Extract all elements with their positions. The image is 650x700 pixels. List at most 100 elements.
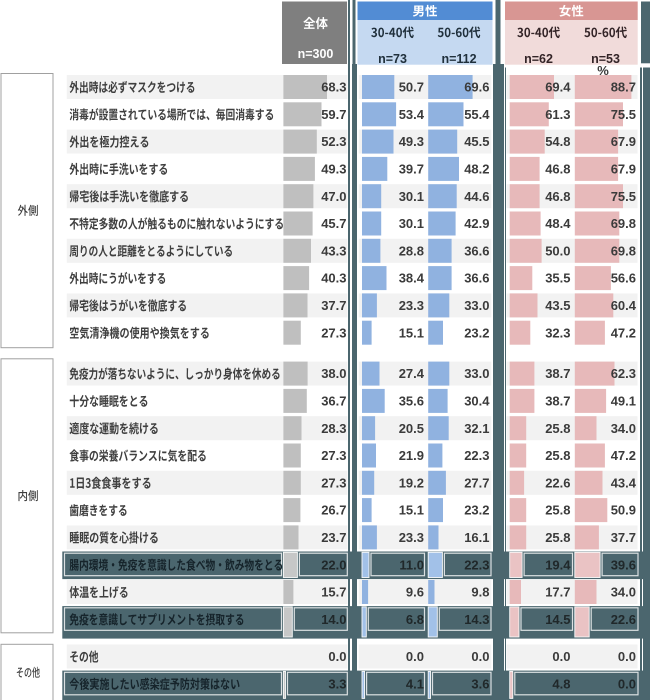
svg-text:0.0: 0.0 (618, 649, 636, 664)
svg-text:55.4: 55.4 (464, 107, 490, 122)
svg-text:6.8: 6.8 (406, 612, 424, 627)
svg-text:42.9: 42.9 (464, 216, 489, 231)
svg-text:n=62: n=62 (524, 52, 553, 66)
svg-text:36.6: 36.6 (464, 271, 489, 286)
svg-text:25.8: 25.8 (545, 421, 570, 436)
svg-text:50.0: 50.0 (545, 243, 570, 258)
svg-text:49.3: 49.3 (399, 134, 424, 149)
svg-text:40.3: 40.3 (321, 271, 346, 286)
svg-text:22.6: 22.6 (545, 475, 570, 490)
svg-text:49.1: 49.1 (611, 394, 636, 409)
svg-text:47.2: 47.2 (611, 448, 636, 463)
svg-text:15.1: 15.1 (399, 325, 424, 340)
svg-text:44.6: 44.6 (464, 189, 489, 204)
svg-text:35.6: 35.6 (399, 394, 424, 409)
svg-text:22.0: 22.0 (321, 557, 346, 572)
svg-text:69.6: 69.6 (464, 80, 489, 95)
svg-text:n=53: n=53 (591, 52, 620, 66)
svg-text:27.4: 27.4 (399, 366, 425, 381)
svg-text:45.5: 45.5 (464, 134, 489, 149)
svg-text:34.0: 34.0 (611, 421, 636, 436)
svg-text:33.0: 33.0 (464, 366, 489, 381)
svg-text:30.1: 30.1 (399, 189, 424, 204)
svg-text:43.4: 43.4 (611, 475, 637, 490)
svg-text:75.5: 75.5 (611, 107, 636, 122)
svg-text:4.8: 4.8 (552, 676, 570, 691)
svg-text:37.7: 37.7 (611, 530, 636, 545)
svg-text:n=300: n=300 (298, 47, 334, 61)
svg-text:43.5: 43.5 (545, 298, 570, 313)
svg-text:3.6: 3.6 (471, 676, 489, 691)
svg-text:59.7: 59.7 (321, 107, 346, 122)
svg-text:30.1: 30.1 (399, 216, 424, 231)
svg-text:%: % (597, 63, 609, 78)
svg-text:33.0: 33.0 (464, 298, 489, 313)
svg-text:22.3: 22.3 (464, 557, 489, 572)
svg-text:20.5: 20.5 (399, 421, 424, 436)
svg-text:14.0: 14.0 (321, 612, 346, 627)
svg-text:27.3: 27.3 (321, 448, 346, 463)
svg-text:14.5: 14.5 (545, 612, 570, 627)
svg-text:38.7: 38.7 (545, 394, 570, 409)
svg-text:61.3: 61.3 (545, 107, 570, 122)
svg-text:67.9: 67.9 (611, 134, 636, 149)
svg-text:17.7: 17.7 (545, 585, 570, 600)
svg-text:53.4: 53.4 (399, 107, 425, 122)
svg-text:62.3: 62.3 (611, 366, 636, 381)
svg-text:22.6: 22.6 (611, 612, 636, 627)
svg-text:15.7: 15.7 (321, 585, 346, 600)
svg-text:45.7: 45.7 (321, 216, 346, 231)
svg-text:56.6: 56.6 (611, 271, 636, 286)
svg-text:69.4: 69.4 (545, 80, 571, 95)
svg-text:47.2: 47.2 (611, 325, 636, 340)
svg-text:69.8: 69.8 (611, 243, 636, 258)
svg-text:26.7: 26.7 (321, 503, 346, 518)
svg-text:46.8: 46.8 (545, 162, 570, 177)
svg-text:50.9: 50.9 (611, 503, 636, 518)
svg-text:27.7: 27.7 (464, 475, 489, 490)
svg-text:0.0: 0.0 (618, 676, 636, 691)
svg-text:23.2: 23.2 (464, 503, 489, 518)
svg-text:27.3: 27.3 (321, 475, 346, 490)
svg-text:36.6: 36.6 (464, 243, 489, 258)
svg-text:36.7: 36.7 (321, 394, 346, 409)
svg-text:28.8: 28.8 (399, 243, 424, 258)
svg-text:88.7: 88.7 (611, 80, 636, 95)
svg-text:30.4: 30.4 (464, 394, 490, 409)
svg-text:43.3: 43.3 (321, 243, 346, 258)
svg-text:37.7: 37.7 (321, 298, 346, 313)
svg-text:38.7: 38.7 (545, 366, 570, 381)
svg-text:60.4: 60.4 (611, 298, 637, 313)
svg-text:23.3: 23.3 (399, 298, 424, 313)
svg-text:32.3: 32.3 (545, 325, 570, 340)
svg-text:19.4: 19.4 (545, 557, 571, 572)
svg-text:48.2: 48.2 (464, 162, 489, 177)
svg-text:21.9: 21.9 (399, 448, 424, 463)
svg-text:0.0: 0.0 (552, 649, 570, 664)
svg-text:27.3: 27.3 (321, 325, 346, 340)
svg-text:34.0: 34.0 (611, 585, 636, 600)
svg-text:49.3: 49.3 (321, 162, 346, 177)
svg-text:32.1: 32.1 (464, 421, 489, 436)
svg-text:52.3: 52.3 (321, 134, 346, 149)
svg-text:0.0: 0.0 (406, 649, 424, 664)
svg-text:50.7: 50.7 (399, 80, 424, 95)
svg-text:25.8: 25.8 (545, 530, 570, 545)
svg-text:38.4: 38.4 (399, 271, 425, 286)
svg-text:25.8: 25.8 (545, 448, 570, 463)
svg-text:28.3: 28.3 (321, 421, 346, 436)
svg-text:4.1: 4.1 (406, 676, 424, 691)
svg-text:46.8: 46.8 (545, 189, 570, 204)
svg-text:39.6: 39.6 (611, 557, 636, 572)
svg-text:3.3: 3.3 (328, 676, 346, 691)
svg-text:47.0: 47.0 (321, 189, 346, 204)
svg-text:0.0: 0.0 (471, 649, 489, 664)
svg-text:23.7: 23.7 (321, 530, 346, 545)
svg-text:9.6: 9.6 (406, 585, 424, 600)
svg-text:22.3: 22.3 (464, 448, 489, 463)
svg-text:39.7: 39.7 (399, 162, 424, 177)
svg-text:9.8: 9.8 (471, 585, 489, 600)
svg-text:25.8: 25.8 (545, 503, 570, 518)
svg-text:38.0: 38.0 (321, 366, 346, 381)
svg-text:n=73: n=73 (378, 52, 407, 66)
